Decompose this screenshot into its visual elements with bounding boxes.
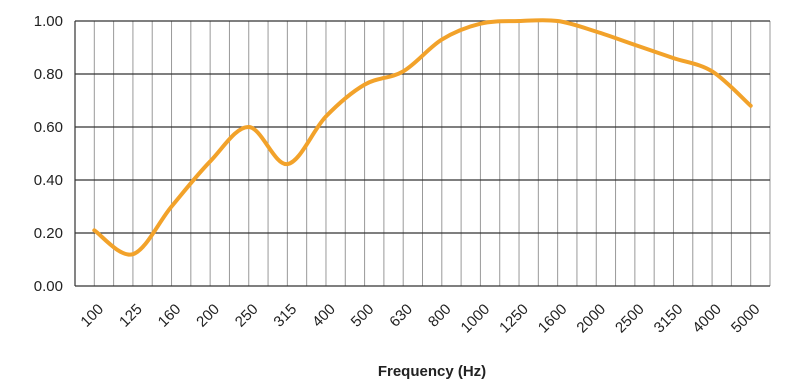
x-tick-label: 4000	[689, 301, 725, 337]
x-tick-label: 2500	[612, 301, 648, 337]
y-tick-label: 0.00	[34, 278, 63, 295]
x-tick-label: 5000	[728, 301, 764, 337]
y-tick-label: 0.60	[34, 119, 63, 136]
x-tick-label: 1000	[458, 301, 494, 337]
data-line	[92, 18, 753, 257]
x-tick-label: 500	[348, 301, 378, 331]
y-tick-label: 1.00	[34, 13, 63, 30]
x-tick-label: 1600	[535, 301, 571, 337]
x-tick-label: 100	[77, 301, 107, 331]
x-tick-label: 200	[193, 301, 223, 331]
x-tick-label: 1250	[496, 301, 532, 337]
x-tick-label: 400	[309, 301, 339, 331]
x-tick-label: 250	[232, 301, 262, 331]
x-tick-label: 800	[425, 301, 455, 331]
x-axis-label: Frequency (Hz)	[378, 363, 486, 380]
x-tick-label: 2000	[573, 301, 609, 337]
y-tick-label: 0.40	[34, 172, 63, 189]
x-tick-label: 315	[270, 301, 300, 331]
x-tick-label: 3150	[651, 301, 687, 337]
x-tick-label: 630	[386, 301, 416, 331]
x-tick-label: 125	[116, 301, 146, 331]
x-tick-label: 160	[155, 301, 185, 331]
y-tick-label: 0.20	[34, 225, 63, 242]
y-tick-label: 0.80	[34, 66, 63, 83]
